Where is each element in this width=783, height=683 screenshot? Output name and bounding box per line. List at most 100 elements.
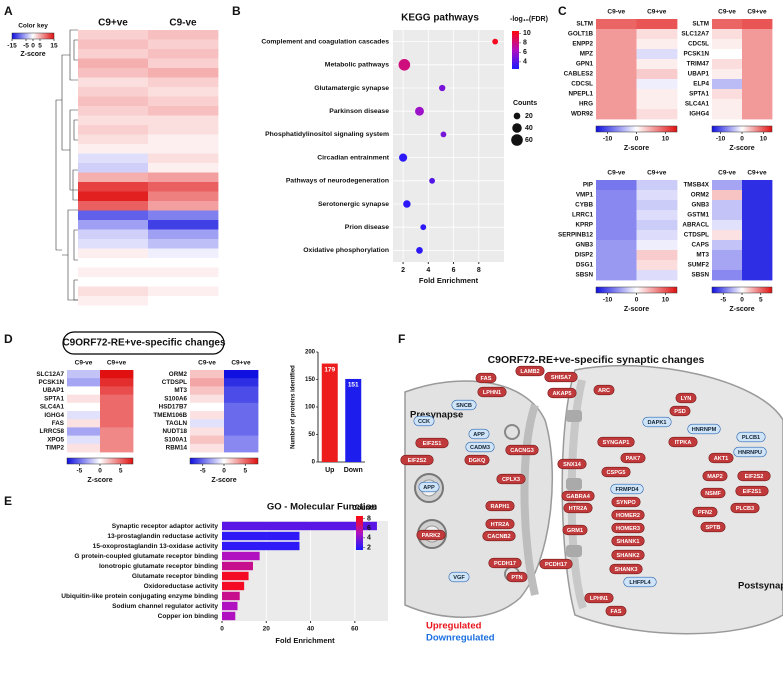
heatmap-cell — [78, 172, 149, 183]
heatmap-cell — [712, 190, 743, 201]
heatmap-cell — [78, 220, 149, 230]
protein-node — [610, 483, 644, 495]
protein-node — [482, 530, 516, 542]
heatmap-cell — [224, 419, 259, 428]
diagram-title: C9ORF72-RE+ve-specific synaptic changes — [488, 354, 705, 366]
heatmap-cell — [148, 239, 219, 249]
protein-node — [605, 605, 627, 617]
heatmap-cell — [100, 370, 134, 379]
protein-node — [561, 490, 595, 502]
y-tick-label: 15-oxoprostaglandin 13-oxidase activity — [93, 543, 219, 550]
protein-label: FAS — [481, 376, 492, 382]
colorbar-tick-label: 8 — [523, 40, 527, 47]
protein-node — [584, 592, 614, 604]
row-label: CDC5L — [688, 41, 709, 48]
colorbar — [66, 457, 134, 465]
colorbar-tick-label: -10 — [603, 136, 613, 143]
x-tick-label: 40 — [307, 626, 315, 633]
protein-node — [418, 481, 440, 493]
protein-label: RAPH1 — [491, 504, 510, 510]
protein-label: PLCB3 — [736, 506, 754, 512]
row-label: VMP1 — [576, 192, 594, 199]
heatmap-cell — [712, 39, 743, 50]
row-label: SLC4A1 — [40, 404, 65, 411]
protein-label: AKAP5 — [553, 391, 572, 397]
protein-node — [620, 452, 646, 464]
heatmap-cell — [742, 69, 773, 80]
colorbar-tick-label: 2 — [367, 544, 371, 551]
heatmap-cell — [596, 39, 637, 50]
bar — [222, 561, 253, 571]
heatmap-cell — [78, 210, 149, 221]
protein-node — [477, 386, 507, 398]
heatmap-cell — [742, 39, 773, 50]
row-label: KPRP — [576, 222, 594, 229]
heatmap-cell — [596, 260, 637, 271]
heatmap-cell — [712, 200, 743, 211]
heatmap-cell — [148, 58, 219, 69]
y-tick-label: Synaptic receptor adaptor activity — [112, 523, 219, 530]
heatmap-cell — [148, 163, 219, 173]
dot — [403, 200, 411, 208]
row-label: LRRC1 — [572, 212, 593, 219]
row-label: SLC12A7 — [681, 31, 709, 38]
y-tick-label: Pathways of neurodegeneration — [286, 178, 389, 185]
heatmap-cell — [712, 59, 743, 70]
y-tick-label: Prion disease — [345, 224, 389, 231]
heatmap-cell — [148, 172, 219, 183]
y-tick-label: Oxidoreductase activity — [144, 583, 219, 590]
protein-label: CSPG5 — [607, 470, 626, 476]
colorbar-tick-label: -5 — [23, 43, 29, 50]
row-label: SLC12A7 — [36, 371, 64, 378]
heatmap-cell — [596, 69, 637, 80]
protein-label: SHANK1 — [616, 539, 639, 545]
heatmap-cell — [78, 201, 149, 211]
heatmap-cell — [224, 386, 259, 395]
protein-label: APP — [423, 485, 435, 491]
colorbar-label: Z-score — [20, 51, 45, 58]
heatmap-cell — [190, 378, 225, 387]
row-label: UBAP1 — [688, 71, 710, 78]
heatmap-cell — [78, 58, 149, 69]
heatmap-cell — [78, 182, 149, 192]
y-tick-label: Ubiquitin-like protein conjugating enzym… — [61, 593, 218, 600]
row-label: HRG — [579, 101, 593, 108]
protein-node — [668, 436, 698, 448]
heatmap-cell — [67, 386, 101, 395]
row-label: GNB3 — [692, 202, 710, 209]
heatmap-cell — [224, 402, 259, 412]
y-tick-label: 50 — [308, 432, 315, 438]
legend-label: 60 — [525, 137, 533, 144]
bar — [222, 571, 249, 581]
protein-label: CCK — [418, 419, 430, 425]
colorbar-tick-label: -15 — [7, 43, 17, 50]
chart-title: GO - Molecular Function — [267, 502, 378, 513]
protein-node — [505, 444, 539, 456]
column-label: C9+ve — [647, 170, 667, 177]
colorbar-tick-label: -10 — [716, 136, 726, 143]
heatmap-cell — [78, 286, 149, 297]
legend-title: Counts — [513, 100, 537, 107]
x-axis-title: Fold Enrichment — [419, 276, 479, 285]
colorbar-tick-label: -5 — [720, 297, 726, 304]
row-label: CDCSL — [571, 81, 593, 88]
protein-node — [557, 458, 587, 470]
heatmap-cell — [742, 240, 773, 251]
legend-title: -log₁₀(FDR) — [510, 16, 548, 23]
y-tick-label: Complement and coagulation cascades — [261, 38, 389, 45]
heatmap-cell — [148, 77, 219, 88]
heatmap-cell — [78, 239, 149, 249]
dot — [429, 177, 436, 184]
heatmap-cell — [224, 411, 259, 420]
colorbar-label: Z-score — [624, 306, 649, 313]
heatmap-cell — [148, 305, 219, 316]
heatmap-cell — [190, 435, 225, 445]
x-tick-label: Up — [325, 467, 334, 474]
protein-label: GRM1 — [567, 528, 583, 534]
colorbar-tick-label: 0 — [635, 297, 639, 304]
colorbar-tick-label: -5 — [200, 468, 206, 475]
heatmap-cell — [636, 190, 678, 201]
heatmap-cell — [67, 370, 101, 379]
legend-label: Upregulated — [426, 621, 482, 632]
